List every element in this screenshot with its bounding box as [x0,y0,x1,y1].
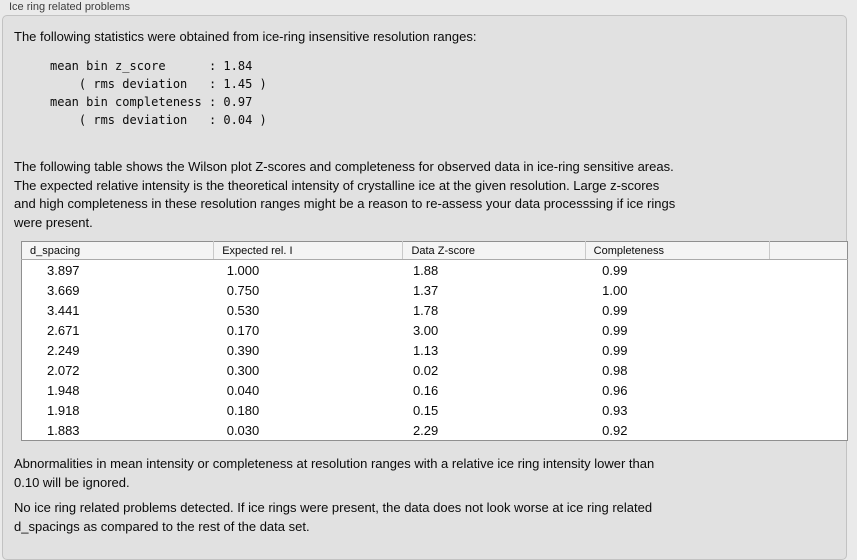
description-line: The following table shows the Wilson plo… [14,159,674,174]
table-cell: 0.530 [226,302,260,318]
table-container: d_spacing Expected rel. I Data Z-score C… [21,241,848,441]
table-cell: 3.669 [47,282,80,298]
table-row[interactable]: 1.883 0.030 2.29 0.92 [22,420,848,441]
table-cell: 0.02 [412,362,439,378]
table-row[interactable]: 1.948 0.040 0.16 0.96 [22,380,848,400]
stat-line-completeness-rms-deviation: ( rms deviation : 0.04 ) [50,113,267,127]
table-cell-empty [769,340,847,360]
table-cell-empty [769,260,847,281]
table-row[interactable]: 3.897 1.000 1.88 0.99 [22,260,848,281]
table-cell: 0.300 [226,362,260,378]
table-cell-empty [769,380,847,400]
table-row[interactable]: 2.671 0.170 3.00 0.99 [22,320,848,340]
table-cell: 1.13 [412,342,439,358]
table-cell: 0.96 [602,382,628,398]
table-cell: 0.16 [412,382,439,398]
table-cell: 2.072 [47,362,80,378]
table-header-row: d_spacing Expected rel. I Data Z-score C… [21,241,848,260]
table-cell: 0.15 [412,402,439,418]
intro-text: The following statistics were obtained f… [14,29,477,44]
table-cell: 0.390 [226,342,260,358]
table-cell-empty [769,400,847,420]
table-row[interactable]: 3.669 0.750 1.37 1.00 [22,280,848,300]
table-cell: 0.750 [226,282,260,298]
table-cell: 1.883 [47,422,80,438]
table-cell: 0.99 [602,342,628,358]
groupbox-label: Ice ring related problems [9,1,131,13]
table-cell: 3.441 [47,302,80,318]
column-header-completeness[interactable]: Completeness [585,241,770,260]
column-header-empty [769,241,848,260]
table-cell: 0.99 [602,302,628,318]
table-cell: 2.29 [412,422,439,438]
description-line: The expected relative intensity is the t… [14,177,660,193]
conclusion-line: No ice ring related problems detected. I… [14,500,653,515]
table-row[interactable]: 1.918 0.180 0.15 0.93 [22,400,848,420]
column-header-data-z-score[interactable]: Data Z-score [402,241,586,260]
table-cell: 3.897 [47,262,80,278]
table-cell-empty [769,280,847,300]
stat-line-z-rms-deviation: ( rms deviation : 1.45 ) [50,77,267,91]
description-paragraph: The following table shows the Wilson plo… [14,158,836,232]
table-cell: 0.99 [602,262,628,278]
stats-block: mean bin z_score : 1.84 ( rms deviation … [50,57,836,129]
table-cell-empty [769,420,847,441]
table-cell-empty [769,320,847,340]
footnote-paragraph: Abnormalities in mean intensity or compl… [14,455,836,492]
footnote-line: Abnormalities in mean intensity or compl… [14,456,655,471]
description-line: and high completeness in these resolutio… [14,196,676,211]
table-cell: 1.78 [412,302,439,318]
table-body: 3.897 1.000 1.88 0.99 3.669 0.750 1.37 1.00 3.44… [22,260,848,441]
footnote-line: 0.10 will be ignored. [14,474,130,490]
column-header-d-spacing[interactable]: d_spacing [21,241,215,260]
conclusion-paragraph: No ice ring related problems detected. I… [14,499,836,536]
table-cell: 1.000 [226,262,260,278]
table-row[interactable]: 2.072 0.300 0.02 0.98 [22,360,848,380]
table-cell: 3.00 [412,322,439,338]
table-cell: 1.00 [602,282,628,298]
stat-line-mean-z-score: mean bin z_score : 1.84 [50,59,253,73]
table-cell: 0.93 [602,402,628,418]
ice-ring-table: d_spacing Expected rel. I Data Z-score C… [21,241,848,441]
table-cell: 1.37 [412,282,439,298]
table-cell: 0.180 [226,402,260,418]
table-cell: 2.671 [47,322,80,338]
table-cell: 1.918 [47,402,80,418]
table-cell: 0.030 [226,422,260,438]
table-cell-empty [769,360,847,380]
ice-ring-groupbox: The following statistics were obtained f… [2,15,848,560]
column-header-expected-rel-i[interactable]: Expected rel. I [213,241,404,260]
table-row[interactable]: 2.249 0.390 1.13 0.99 [22,340,848,360]
table-cell: 0.98 [602,362,628,378]
table-cell-empty [769,300,847,320]
table-cell: 0.170 [226,322,260,338]
table-row[interactable]: 3.441 0.530 1.78 0.99 [22,300,848,320]
table-cell: 0.040 [226,382,260,398]
stat-line-mean-completeness: mean bin completeness : 0.97 [50,95,253,109]
conclusion-line: d_spacings as compared to the rest of th… [14,518,310,534]
table-cell: 2.249 [47,342,80,358]
description-line: were present. [14,214,93,230]
table-cell: 1.88 [412,262,439,278]
table-cell: 0.92 [602,422,628,438]
table-cell: 0.99 [602,322,628,338]
table-cell: 1.948 [47,382,80,398]
